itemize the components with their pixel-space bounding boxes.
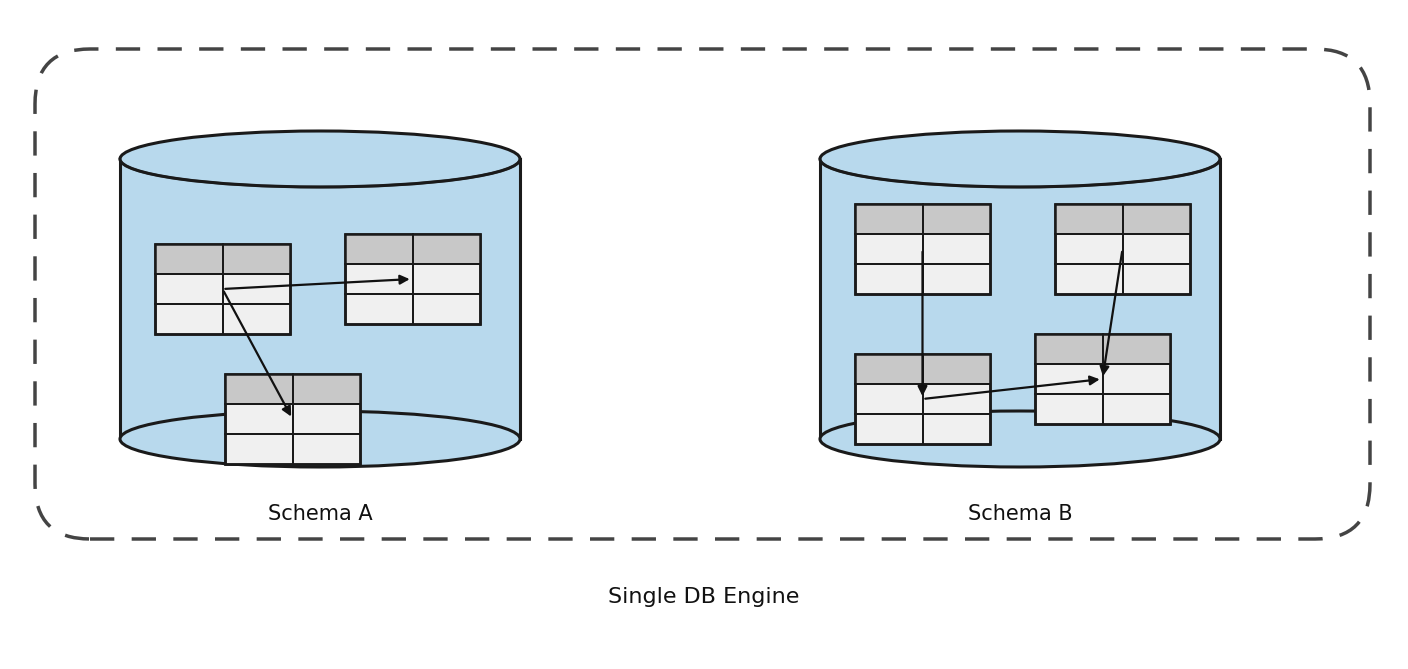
Bar bbox=[819, 159, 1219, 439]
Bar bbox=[855, 204, 990, 234]
Bar bbox=[225, 374, 360, 404]
Ellipse shape bbox=[819, 411, 1219, 467]
Ellipse shape bbox=[819, 131, 1219, 187]
Bar bbox=[345, 234, 480, 324]
Bar bbox=[225, 374, 360, 464]
Bar bbox=[1035, 334, 1170, 424]
Bar bbox=[345, 234, 480, 324]
Bar bbox=[155, 244, 290, 334]
Text: Schema B: Schema B bbox=[967, 504, 1073, 524]
Bar bbox=[1055, 204, 1190, 234]
Bar bbox=[1035, 334, 1170, 364]
Bar bbox=[120, 159, 520, 439]
Text: Single DB Engine: Single DB Engine bbox=[608, 587, 800, 607]
FancyBboxPatch shape bbox=[35, 49, 1370, 539]
Ellipse shape bbox=[120, 411, 520, 467]
Text: Schema A: Schema A bbox=[268, 504, 372, 524]
Bar bbox=[1055, 204, 1190, 294]
Bar bbox=[345, 234, 480, 264]
Bar bbox=[1035, 334, 1170, 424]
Bar bbox=[225, 374, 360, 464]
Bar bbox=[855, 204, 990, 294]
Bar bbox=[855, 354, 990, 444]
Ellipse shape bbox=[120, 131, 520, 187]
Bar bbox=[855, 354, 990, 444]
Bar bbox=[1055, 204, 1190, 294]
Bar bbox=[855, 354, 990, 384]
Bar bbox=[155, 244, 290, 274]
Bar bbox=[855, 204, 990, 294]
Bar bbox=[155, 244, 290, 334]
